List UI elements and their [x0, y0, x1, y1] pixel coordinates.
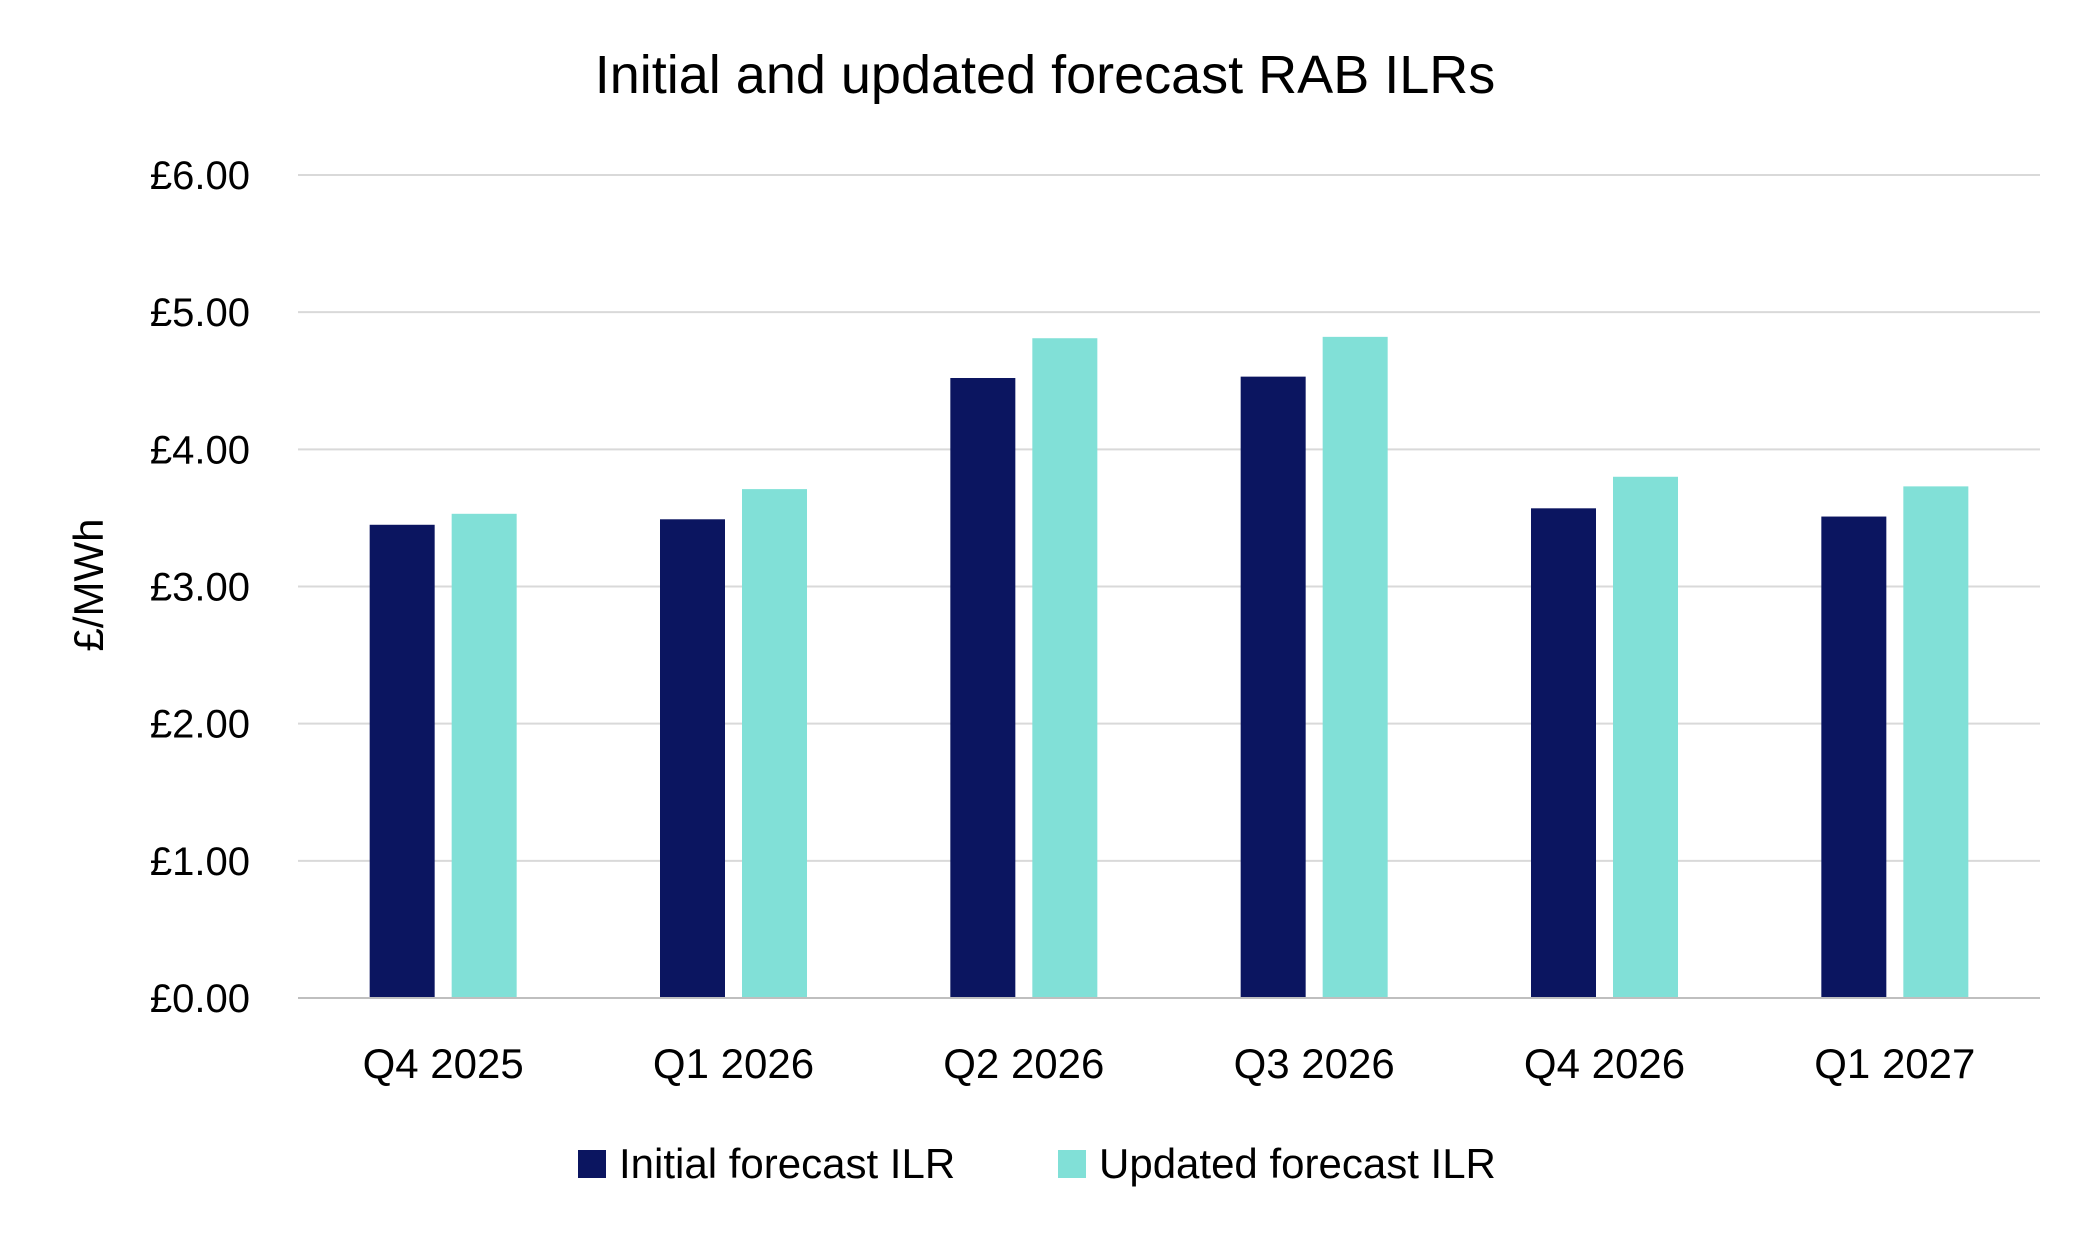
x-tick-label: Q1 2027: [1814, 1040, 1975, 1087]
bar-initial-q3-2026: [1240, 376, 1306, 998]
x-tick-label: Q3 2026: [1234, 1040, 1395, 1087]
bar-initial-q4-2026: [1531, 508, 1596, 998]
x-tick-label: Q2 2026: [943, 1040, 1104, 1087]
y-tick-label: £5.00: [150, 291, 250, 335]
bar-initial-q1-2027: [1821, 516, 1887, 998]
y-tick-label: £0.00: [150, 977, 250, 1021]
y-tick-label: £6.00: [150, 154, 250, 198]
legend-label-initial: Initial forecast ILR: [619, 1140, 955, 1187]
bar-updated-q1-2026: [742, 489, 807, 998]
legend-swatch-initial: [578, 1150, 606, 1178]
y-axis-ticks: £0.00 £1.00 £2.00 £3.00 £4.00 £5.00 £6.00: [150, 154, 250, 1021]
bar-initial-q4-2025: [369, 524, 435, 998]
y-tick-label: £2.00: [150, 703, 250, 747]
legend-swatch-updated: [1058, 1150, 1086, 1178]
bar-updated-q2-2026: [1032, 338, 1098, 998]
legend: Initial forecast ILR Updated forecast ILR: [578, 1140, 1496, 1187]
x-tick-label: Q4 2026: [1524, 1040, 1685, 1087]
x-tick-label: Q1 2026: [653, 1040, 814, 1087]
bar-initial-q2-2026: [950, 378, 1016, 998]
chart-title: Initial and updated forecast RAB ILRs: [595, 45, 1496, 105]
y-axis-label: £/MWh: [65, 518, 112, 651]
bar-updated-q4-2025: [451, 513, 517, 998]
legend-label-updated: Updated forecast ILR: [1099, 1140, 1496, 1187]
gridlines: [298, 174, 2040, 862]
bar-updated-q4-2026: [1613, 476, 1678, 998]
y-tick-label: £3.00: [150, 566, 250, 610]
bar-updated-q1-2027: [1903, 486, 1969, 998]
x-axis-ticks: Q4 2025 Q1 2026 Q2 2026 Q3 2026 Q4 2026 Q1 20…: [363, 1040, 1976, 1087]
bars: [369, 336, 1969, 998]
y-tick-label: £1.00: [150, 840, 250, 884]
x-tick-label: Q4 2025: [363, 1040, 524, 1087]
bar-initial-q1-2026: [660, 519, 725, 998]
bar-updated-q3-2026: [1322, 336, 1388, 998]
y-tick-label: £4.00: [150, 428, 250, 472]
